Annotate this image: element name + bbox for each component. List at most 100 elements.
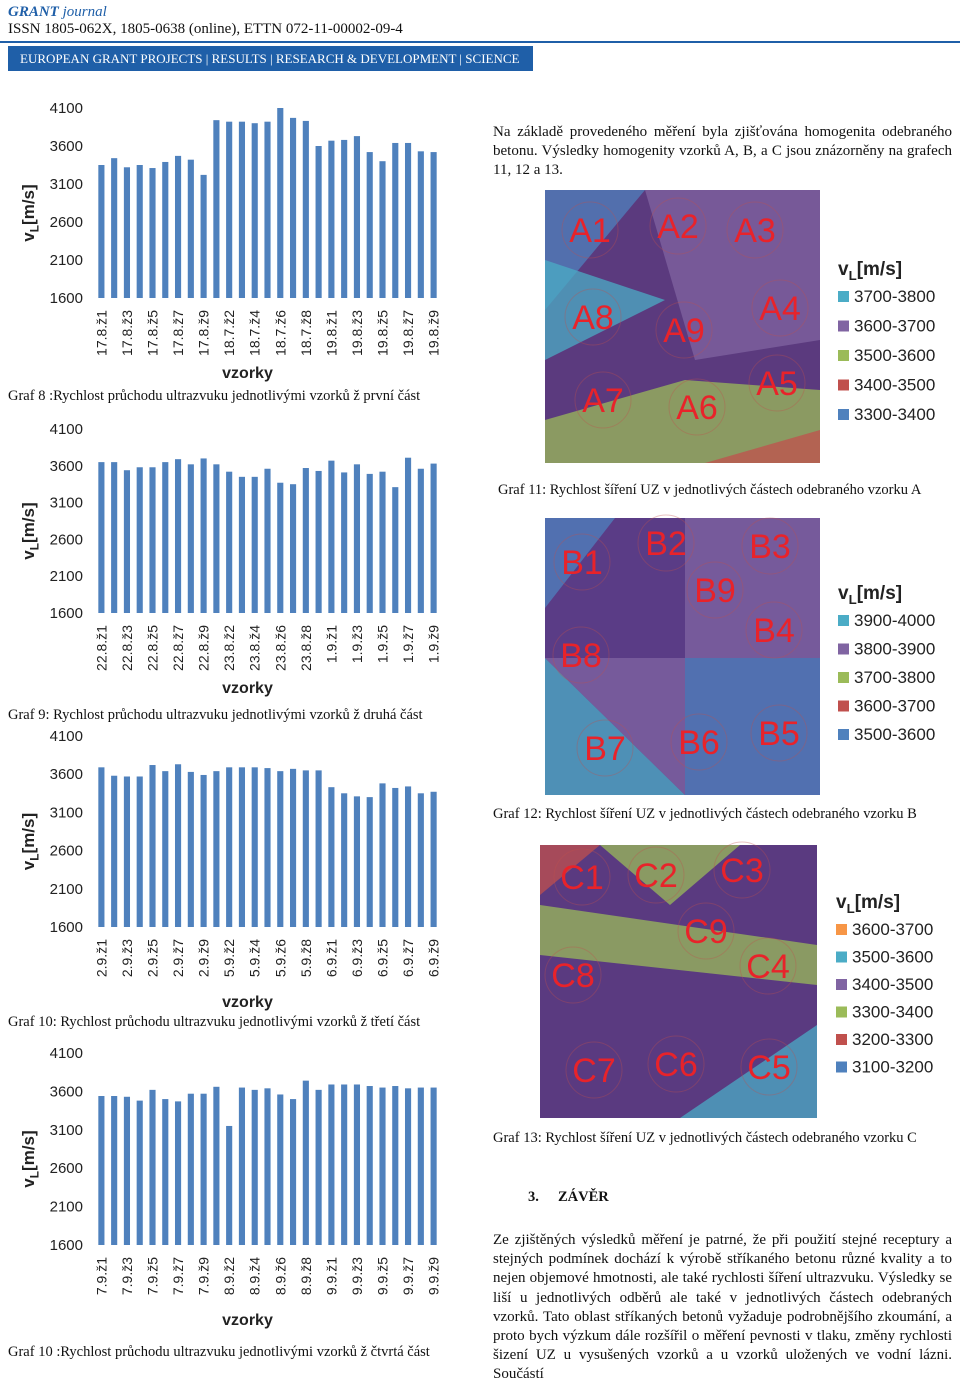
- label-ring: [750, 704, 808, 762]
- y-tick-label: 2100: [50, 1199, 83, 1216]
- axis-title-main: v: [19, 860, 38, 870]
- bar: [315, 146, 322, 298]
- bar: [149, 168, 156, 298]
- label-ring: [576, 719, 634, 777]
- label-ring: [561, 201, 619, 259]
- bar: [251, 476, 258, 613]
- bar: [136, 165, 143, 298]
- y-tick-label: 2600: [50, 843, 83, 860]
- legend-label: 3300-3400: [854, 405, 935, 424]
- x-tick-label: 7.9.ž1: [93, 1257, 109, 1295]
- y-tick-label: 4100: [50, 100, 83, 117]
- map-region: [540, 845, 600, 895]
- axis-title-sub: L: [27, 853, 41, 860]
- bar: [277, 108, 284, 298]
- y-tick-label: 1600: [50, 919, 83, 936]
- journal-name-b: journal: [61, 4, 107, 20]
- bar: [341, 793, 348, 927]
- bar: [98, 462, 105, 613]
- map-region: [545, 658, 685, 795]
- label-ring: [552, 626, 610, 684]
- axis-title-unit: [m/s]: [855, 892, 900, 913]
- bar: [226, 1125, 233, 1245]
- bar: [98, 767, 105, 927]
- bar: [264, 1088, 271, 1245]
- bar: [404, 457, 412, 613]
- bar: [302, 1080, 309, 1245]
- bar: [238, 476, 246, 613]
- map-region: [545, 518, 615, 608]
- legend-label: 3800-3900: [854, 640, 935, 659]
- x-tick-label: 1.9.ž9: [426, 625, 442, 663]
- legend-swatch: [838, 409, 849, 420]
- legend-swatch: [836, 1061, 847, 1073]
- x-tick-label: 17.8.ž1: [93, 310, 109, 356]
- label-ring: [726, 201, 784, 259]
- bar: [353, 136, 361, 298]
- x-tick-label: 2.9.ž9: [196, 939, 212, 977]
- region-label: A6: [676, 389, 718, 427]
- bar: [174, 1101, 182, 1245]
- axis-title-main: v: [19, 550, 38, 560]
- x-tick-label: 18.7.ž4: [247, 310, 263, 356]
- region-label: C3: [720, 852, 763, 890]
- region-label: A9: [663, 312, 705, 350]
- legend-label: 3700-3800: [854, 287, 935, 306]
- x-axis-title: vzorky: [222, 365, 273, 382]
- bar: [353, 796, 361, 927]
- label-ring: [655, 301, 713, 359]
- legend-swatch: [838, 379, 849, 391]
- y-tick-label: 2100: [50, 568, 83, 585]
- bar: [238, 767, 246, 927]
- axis-title: vL[m/s]: [19, 184, 41, 241]
- y-tick-label: 2600: [50, 1160, 83, 1177]
- section-title: ZÁVĚR: [558, 1188, 609, 1205]
- region-label: B1: [561, 544, 603, 582]
- map-region: [545, 380, 820, 463]
- legend-swatch: [838, 643, 849, 655]
- y-tick-label: 2600: [50, 531, 83, 548]
- x-tick-label: 5.9.ž2: [221, 939, 237, 977]
- bar: [430, 463, 437, 613]
- bar: [123, 167, 131, 298]
- bar: [111, 775, 118, 927]
- label-ring: [745, 601, 803, 659]
- legend-swatch: [836, 1006, 847, 1018]
- journal-name: GRANT journal: [8, 4, 107, 20]
- x-tick-label: 2.9.ž3: [119, 939, 135, 977]
- y-tick-label: 2100: [50, 881, 83, 898]
- bar: [149, 1089, 156, 1245]
- region-label: B9: [694, 572, 736, 610]
- y-tick-label: 1600: [50, 1237, 83, 1254]
- axis-title-unit: [m/s]: [857, 259, 902, 280]
- bar: [200, 774, 207, 927]
- legend-swatch: [838, 615, 849, 626]
- bar: [187, 1093, 194, 1245]
- legend-label: 3500-3600: [854, 346, 935, 365]
- label-ring: [553, 848, 611, 906]
- bar: [353, 464, 361, 613]
- bar: [417, 151, 424, 298]
- nav-text: EUROPEAN GRANT PROJECTS | RESULTS | RESE…: [20, 51, 520, 66]
- legend-swatch: [836, 924, 847, 935]
- bar: [328, 787, 335, 927]
- region-label: A4: [759, 290, 801, 328]
- region-label: B6: [678, 724, 720, 762]
- label-ring: [574, 371, 632, 429]
- bar: [213, 120, 220, 298]
- bar: [187, 159, 194, 298]
- region-label: C6: [654, 1046, 697, 1084]
- label-ring: [544, 946, 602, 1004]
- label-ring: [739, 937, 797, 995]
- legend-swatch: [836, 1034, 847, 1045]
- bar: [136, 1100, 143, 1245]
- x-tick-label: 9.9.ž3: [349, 1257, 365, 1295]
- label-ring: [649, 197, 707, 255]
- bar: [341, 472, 348, 613]
- bar: [315, 770, 322, 927]
- bar: [341, 1084, 348, 1245]
- x-tick-label: 8.9.ž8: [298, 1257, 314, 1295]
- x-tick-label: 22.8.ž5: [145, 625, 161, 671]
- figure-caption: Graf 13: Rychlost šíření UZ v jednotlivý…: [493, 1130, 917, 1146]
- x-tick-label: 1.9.ž5: [375, 625, 391, 663]
